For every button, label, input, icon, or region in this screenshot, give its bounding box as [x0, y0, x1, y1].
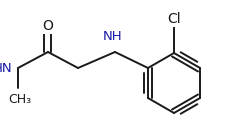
Text: Cl: Cl — [166, 12, 180, 26]
Text: HN: HN — [0, 62, 12, 74]
Text: NH: NH — [103, 30, 122, 43]
Text: CH₃: CH₃ — [8, 93, 31, 106]
Text: O: O — [42, 19, 53, 33]
